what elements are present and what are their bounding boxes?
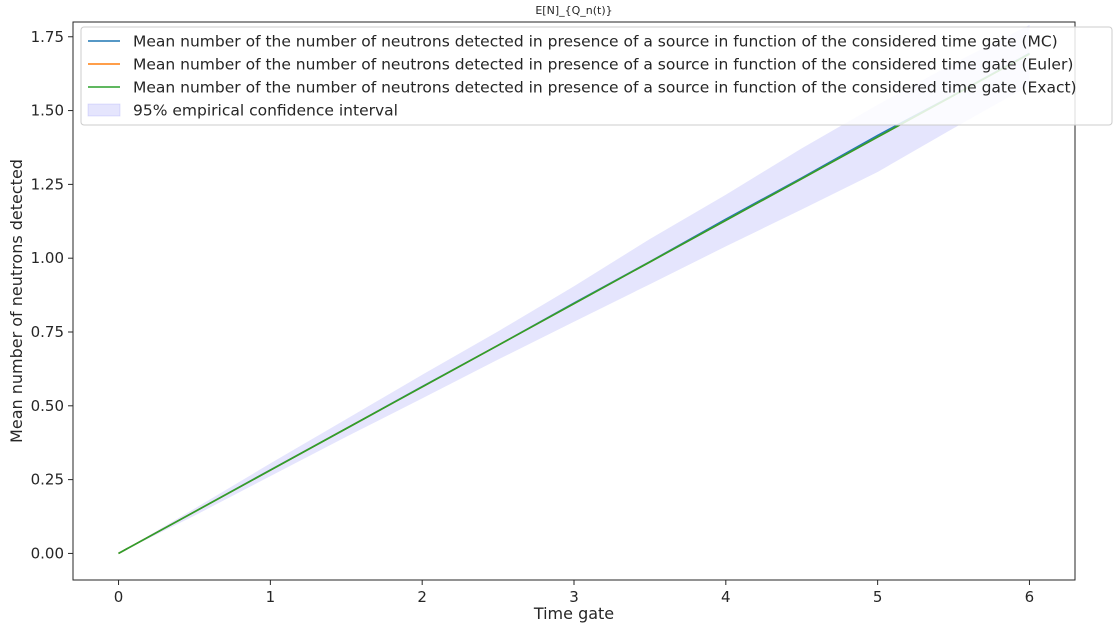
legend: Mean number of the number of neutrons de… [80, 26, 1113, 126]
y-tick-label: 0.75 [31, 323, 64, 341]
y-tick-label: 1.75 [31, 28, 64, 46]
legend-label-band: 95% empirical confidence interval [133, 102, 398, 120]
y-tick-label: 1.00 [31, 249, 64, 267]
x-axis: 0 1 2 3 4 5 6 [114, 580, 1034, 606]
x-tick-label: 3 [569, 588, 579, 606]
confidence-band-layer [118, 25, 1030, 554]
y-tick-label: 0.50 [31, 397, 64, 415]
chart-title: E[N]_{Q_n(t)} [535, 4, 612, 17]
y-tick-label: 0.25 [31, 471, 64, 489]
legend-swatch-band [87, 103, 121, 117]
y-tick-label: 1.50 [31, 102, 64, 120]
series-layer [118, 52, 1030, 555]
x-tick-label: 0 [114, 588, 124, 606]
y-tick-label: 1.25 [31, 175, 64, 193]
x-tick-label: 5 [873, 588, 883, 606]
y-axis-label: Mean number of neutrons detected [7, 159, 26, 443]
y-axis: 0.00 0.25 0.50 0.75 1.00 1.25 1.50 1.75 [31, 28, 73, 562]
x-tick-label: 6 [1025, 588, 1035, 606]
confidence-band [118, 25, 1030, 554]
legend-box [80, 26, 1113, 126]
x-tick-label: 2 [417, 588, 427, 606]
legend-label-2: Mean number of the number of neutrons de… [133, 79, 1077, 97]
series-line-2 [118, 53, 1030, 555]
x-tick-label: 1 [266, 588, 276, 606]
x-tick-label: 4 [721, 588, 731, 606]
y-tick-label: 0.00 [31, 544, 64, 562]
x-axis-label: Time gate [533, 604, 614, 623]
legend-label-0: Mean number of the number of neutrons de… [133, 33, 1058, 51]
legend-label-1: Mean number of the number of neutrons de… [133, 56, 1073, 74]
